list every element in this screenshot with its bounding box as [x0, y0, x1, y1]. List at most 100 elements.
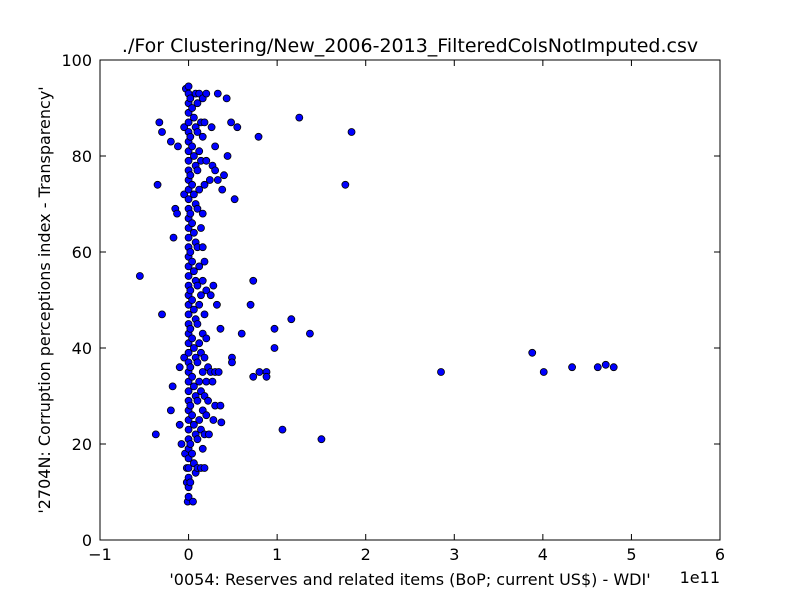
- data-point-193: [246, 300, 255, 309]
- data-point-151: [200, 353, 209, 362]
- data-point-144: [198, 368, 207, 376]
- data-point-114: [193, 204, 202, 213]
- data-point-118: [193, 358, 202, 367]
- data-point-24: [184, 82, 193, 91]
- data-point-176: [213, 300, 221, 309]
- data-point-209: [437, 368, 445, 376]
- data-point-94: [189, 267, 198, 276]
- data-point-86: [188, 372, 197, 381]
- data-point-28: [184, 118, 193, 127]
- data-point-160: [202, 411, 211, 420]
- y-tick-label-1: 20: [72, 435, 92, 454]
- data-point-177: [213, 89, 222, 98]
- data-point-12: [174, 142, 182, 151]
- data-point-77: [186, 440, 195, 448]
- data-point-167: [207, 123, 216, 132]
- data-point-60: [184, 425, 193, 434]
- data-point-205: [306, 329, 314, 338]
- y-tick-label-0: 0: [82, 531, 92, 550]
- data-point-191: [233, 123, 242, 132]
- data-point-132: [197, 224, 205, 232]
- data-point-178: [213, 176, 222, 184]
- data-point-156: [202, 156, 211, 165]
- data-point-140: [198, 209, 207, 218]
- x-tick-label-3: 2: [361, 545, 371, 564]
- data-point-199: [262, 372, 271, 381]
- data-point-113: [193, 166, 202, 175]
- data-point-187: [227, 118, 235, 127]
- data-point-8: [168, 382, 177, 391]
- x-axis-multiplier: 1e11: [680, 568, 720, 587]
- data-point-204: [295, 113, 304, 122]
- data-point-197: [255, 368, 264, 376]
- data-point-133: [197, 291, 205, 300]
- data-point-163: [205, 430, 213, 439]
- data-point-48: [184, 310, 193, 319]
- data-point-11: [173, 209, 181, 218]
- data-point-56: [184, 387, 193, 396]
- data-point-9: [169, 233, 178, 242]
- x-tick-label-2: 1: [272, 545, 282, 564]
- x-axis-label: '0054: Reserves and related items (BoP; …: [169, 570, 650, 589]
- data-point-146: [198, 444, 207, 453]
- data-point-141: [198, 243, 207, 252]
- data-point-72: [186, 248, 195, 256]
- data-point-5: [158, 310, 166, 319]
- x-tick-label-0: −1: [88, 545, 112, 564]
- data-point-147: [200, 118, 209, 127]
- data-point-82: [188, 219, 197, 228]
- data-point-142: [198, 276, 207, 285]
- data-point-164: [205, 176, 214, 184]
- data-point-78: [186, 478, 195, 487]
- data-point-208: [347, 128, 356, 136]
- data-point-90: [189, 113, 198, 122]
- data-point-76: [186, 401, 195, 410]
- data-point-150: [200, 310, 209, 319]
- data-point-84: [188, 296, 197, 304]
- data-point-127: [195, 339, 204, 348]
- data-point-0: [135, 272, 144, 280]
- y-tick-label-2: 40: [72, 339, 92, 358]
- data-point-210: [528, 348, 537, 357]
- data-point-32: [184, 156, 193, 165]
- y-tick-label-4: 80: [72, 147, 92, 166]
- data-point-16: [180, 123, 189, 132]
- data-point-18: [180, 353, 189, 362]
- data-point-4: [158, 128, 166, 136]
- data-point-172: [211, 142, 220, 151]
- data-point-89: [189, 497, 197, 506]
- data-point-67: [184, 492, 193, 501]
- data-point-96: [189, 344, 198, 352]
- y-tick-label-3: 60: [72, 243, 92, 262]
- data-point-202: [278, 425, 287, 434]
- data-point-190: [230, 195, 239, 204]
- data-point-215: [609, 363, 618, 372]
- x-tick-label-6: 5: [626, 545, 636, 564]
- data-points: [135, 82, 618, 506]
- chart-title: ./For Clustering/New_2006-2013_FilteredC…: [122, 35, 698, 57]
- data-point-185: [222, 94, 231, 103]
- data-point-200: [270, 324, 279, 333]
- data-point-73: [186, 286, 195, 295]
- data-point-91: [189, 152, 198, 160]
- x-tick-label-7: 6: [715, 545, 725, 564]
- data-point-195: [249, 372, 258, 381]
- data-point-68: [186, 94, 195, 103]
- data-point-75: [186, 363, 195, 372]
- data-point-125: [195, 262, 204, 271]
- data-point-129: [195, 416, 204, 424]
- y-tick-label-5: 100: [61, 51, 92, 70]
- data-point-119: [193, 396, 202, 405]
- data-point-74: [186, 324, 195, 333]
- data-point-158: [202, 334, 211, 343]
- data-point-124: [195, 185, 204, 194]
- data-point-44: [184, 272, 193, 280]
- data-point-93: [189, 228, 198, 237]
- data-point-97: [189, 382, 198, 391]
- data-point-92: [189, 190, 198, 199]
- data-point-111: [193, 99, 202, 108]
- data-point-194: [249, 276, 258, 285]
- data-point-83: [188, 257, 197, 266]
